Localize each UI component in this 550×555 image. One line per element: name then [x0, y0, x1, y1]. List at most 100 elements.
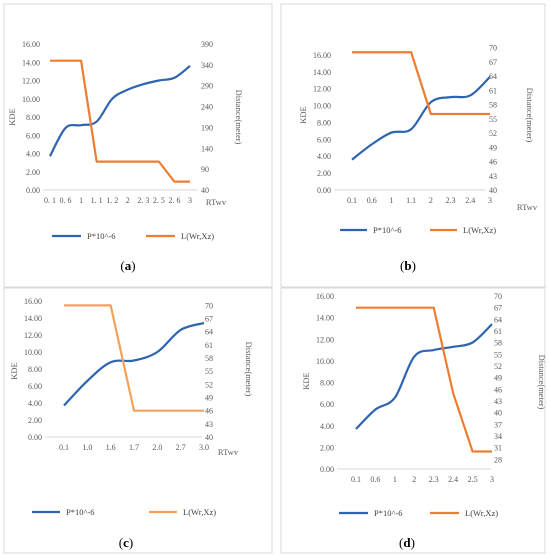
x-tick-label: 2.0 — [152, 443, 162, 452]
x-tick-label: 3.0 — [199, 443, 209, 452]
y2-tick-label: 52 — [494, 362, 502, 371]
caption-paren: ) — [411, 535, 415, 550]
series-line-kde — [355, 323, 493, 430]
y2-tick-label: 58 — [205, 354, 213, 363]
y2-tick-label: 58 — [494, 339, 502, 348]
x-tick-label: 3 — [188, 196, 192, 205]
caption-paren: ) — [412, 258, 416, 273]
y-axis-label: KDE — [9, 362, 19, 379]
y2-tick-label: 190 — [201, 123, 213, 132]
chart-panel-a: 0.00 2.00 4.00 6.00 8.00 10.00 12.00 14.00 16.00… — [3, 3, 273, 288]
y-tick-label: 8.00 — [28, 365, 42, 374]
y2-tick-label: 64 — [489, 72, 497, 81]
y2-tick-label: 55 — [494, 350, 502, 359]
y2-tick-label: 70 — [205, 301, 213, 310]
y-tick-label: 10.00 — [22, 95, 40, 104]
x-tick-label: 1.1 — [406, 196, 416, 205]
y2-tick-label: 46 — [205, 407, 213, 416]
y-tick-label: 6.00 — [317, 135, 331, 144]
x-tick-label: 0. 6 — [60, 196, 72, 205]
y-tick-label: 8.00 — [320, 379, 334, 388]
y-tick-label: 14.00 — [313, 68, 331, 77]
x-axis-label: RTwv — [206, 197, 227, 207]
x-tick-label: 1 — [79, 196, 83, 205]
y2-tick-label: 46 — [494, 385, 502, 394]
y2-tick-label: 49 — [494, 374, 502, 383]
x-tick-label: 0.6 — [370, 475, 380, 484]
x-tick-label: 2. 6 — [168, 196, 180, 205]
legend-label: P*10^-6 — [373, 225, 402, 235]
y-tick-label: 4.00 — [26, 150, 40, 159]
caption-paren: ( — [120, 258, 124, 273]
x-tick-label: 0.6 — [367, 196, 377, 205]
panel-caption: (b) — [400, 258, 416, 273]
y-tick-label: 14.00 — [24, 314, 42, 323]
y-axis-label: KDE — [301, 372, 311, 389]
y-tick-label: 8.00 — [26, 113, 40, 122]
y2-tick-label: 61 — [494, 327, 502, 336]
y-tick-label: 2.00 — [317, 169, 331, 178]
x-tick-label: 2.3 — [429, 475, 439, 484]
y2-axis-label: Distance(meter) — [234, 90, 244, 145]
series-line-kde — [351, 76, 491, 161]
x-tick-label: 2 — [429, 196, 433, 205]
chart-panel-c: 0.00 2.00 4.00 6.00 8.00 10.00 12.00 14.00 16.00… — [3, 287, 273, 554]
chart-panel-b: 0.00 2.00 4.00 6.00 8.00 10.00 12.00 14.00 16.00… — [280, 3, 546, 288]
x-tick-label: 0.1 — [59, 443, 69, 452]
y2-tick-label: 58 — [489, 101, 497, 110]
x-tick-label: 2.4 — [448, 475, 458, 484]
caption-paren: ( — [399, 535, 403, 550]
x-tick-label: 1.7 — [129, 443, 139, 452]
y-axis-label: KDE — [298, 106, 308, 123]
caption-paren: ) — [129, 535, 133, 550]
x-tick-label: 2. 3 — [137, 196, 149, 205]
panel-frame — [280, 3, 546, 288]
y2-tick-label: 43 — [494, 397, 502, 406]
caption-letter: a — [125, 258, 132, 273]
panel-caption: (c) — [119, 535, 133, 550]
y-tick-label: 12.00 — [22, 77, 40, 86]
caption-paren: ( — [119, 535, 123, 550]
caption-paren: ( — [400, 258, 404, 273]
y2-tick-label: 40 — [494, 409, 502, 418]
y-tick-label: 6.00 — [320, 400, 334, 409]
x-tick-label: 2 — [412, 475, 416, 484]
y2-tick-label: 70 — [489, 44, 497, 53]
y-tick-label: 0.00 — [317, 186, 331, 195]
x-axis-label: RTwv — [517, 202, 538, 212]
y2-tick-label: 290 — [201, 82, 213, 91]
x-tick-label: 1.6 — [106, 443, 116, 452]
y2-tick-label: 28 — [494, 455, 502, 464]
y2-tick-label: 67 — [205, 315, 213, 324]
y2-tick-label: 40 — [205, 433, 213, 442]
y2-tick-label: 340 — [201, 61, 213, 70]
x-tick-label: 1 — [389, 196, 393, 205]
y-tick-label: 10.00 — [24, 348, 42, 357]
y2-tick-label: 61 — [489, 86, 497, 95]
x-tick-label: 1. 2 — [106, 196, 118, 205]
y-tick-label: 6.00 — [26, 131, 40, 140]
x-tick-label: 0.1 — [351, 475, 361, 484]
legend-label: L(Wr,Xz) — [183, 507, 216, 517]
caption-letter: d — [403, 535, 411, 550]
y2-tick-label: 390 — [201, 40, 213, 49]
y2-tick-label: 34 — [494, 432, 502, 441]
y2-tick-label: 140 — [201, 144, 213, 153]
y-tick-label: 4.00 — [28, 399, 42, 408]
legend-label: L(Wr,Xz) — [463, 225, 496, 235]
y-tick-label: 14.00 — [22, 58, 40, 67]
y-tick-label: 0.00 — [320, 465, 334, 474]
y-tick-label: 2.00 — [26, 168, 40, 177]
chart-panel-d: 0.00 2.00 4.00 6.00 8.00 10.00 12.00 14.00 16.00… — [280, 287, 547, 554]
y2-tick-label: 55 — [489, 115, 497, 124]
y2-tick-label: 40 — [201, 186, 209, 195]
y-tick-label: 12.00 — [313, 85, 331, 94]
x-axis-label: RTwv — [218, 447, 239, 457]
caption-letter: c — [123, 535, 129, 550]
x-tick-label: 3 — [488, 196, 492, 205]
panel-frame — [3, 287, 273, 554]
legend-label: P*10^-6 — [374, 508, 403, 518]
series-line-distance — [352, 51, 490, 116]
y2-tick-label: 70 — [494, 292, 502, 301]
panel-caption: (d) — [399, 535, 415, 550]
